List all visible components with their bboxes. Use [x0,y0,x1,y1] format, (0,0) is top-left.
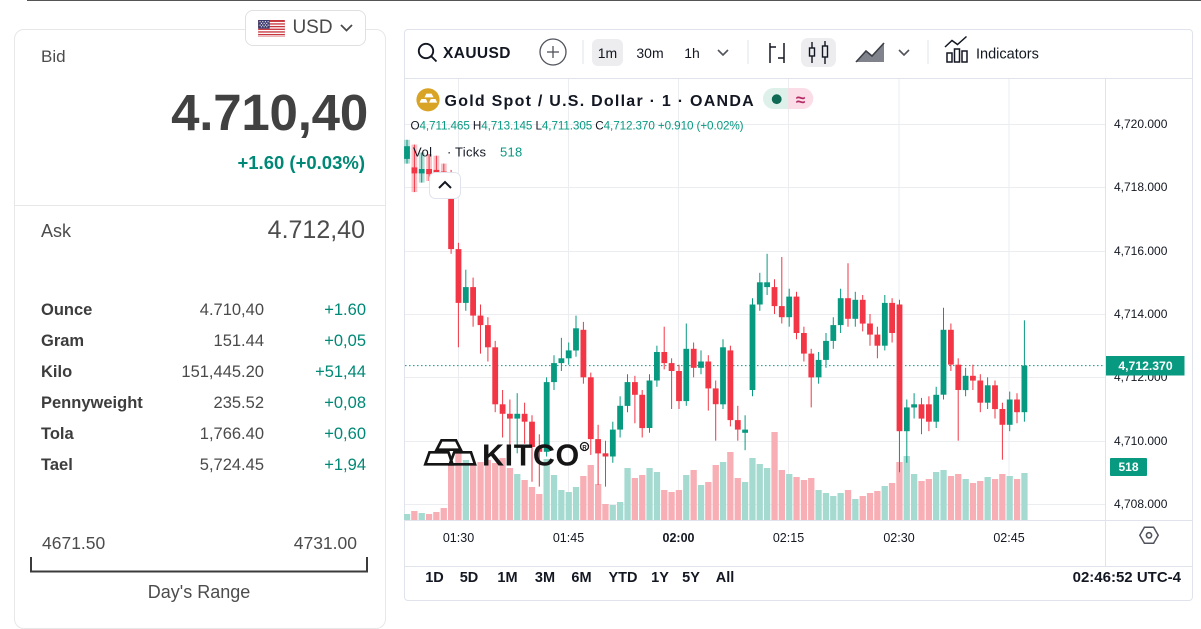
svg-text:4,712.370: 4,712.370 [1118,359,1172,373]
svg-text:4,714.000: 4,714.000 [1114,307,1168,321]
svg-text:6M: 6M [571,570,591,586]
svg-text:02:45: 02:45 [993,531,1024,545]
svg-text:XAUUSD: XAUUSD [443,45,511,62]
svg-text:All: All [716,570,735,586]
svg-text:R: R [582,446,587,452]
svg-text:Gold Spot / U.S. Dollar · 1 ·: Gold Spot / U.S. Dollar · 1 · OANDA [445,93,755,110]
svg-text:02:15: 02:15 [773,531,804,545]
svg-text:1m: 1m [598,45,617,61]
svg-text:01:30: 01:30 [443,531,474,545]
svg-text:02:46:52 UTC-4: 02:46:52 UTC-4 [1073,569,1182,586]
svg-text:1h: 1h [684,45,700,61]
svg-text:1Y: 1Y [651,570,669,586]
svg-text:Ticks: Ticks [455,145,487,160]
svg-text:·: · [447,145,451,160]
svg-text:3M: 3M [535,570,555,586]
svg-text:4,708.000: 4,708.000 [1114,497,1168,511]
svg-text:02:30: 02:30 [883,531,914,545]
svg-text:518: 518 [500,145,523,160]
svg-text:5Y: 5Y [682,570,700,586]
svg-text:4,716.000: 4,716.000 [1114,244,1168,258]
svg-text:518: 518 [1118,460,1138,474]
svg-text:1M: 1M [497,570,517,586]
svg-text:O4,711.465 H4,713.145 L4,711.3: O4,711.465 H4,713.145 L4,711.305 C4,712.… [411,120,744,133]
svg-text:4,718.000: 4,718.000 [1114,180,1168,194]
svg-text:Indicators: Indicators [976,47,1039,63]
svg-text:01:45: 01:45 [553,531,584,545]
svg-text:≈: ≈ [796,90,805,109]
svg-text:02:00: 02:00 [663,531,695,545]
svg-text:1D: 1D [425,570,444,586]
svg-text:KITCO: KITCO [482,439,580,473]
svg-text:Vol: Vol [413,145,433,160]
svg-text:30m: 30m [636,45,663,61]
svg-text:4,710.000: 4,710.000 [1114,434,1168,448]
svg-text:4,720.000: 4,720.000 [1114,117,1168,131]
svg-text:YTD: YTD [609,570,638,586]
svg-text:5D: 5D [460,570,479,586]
